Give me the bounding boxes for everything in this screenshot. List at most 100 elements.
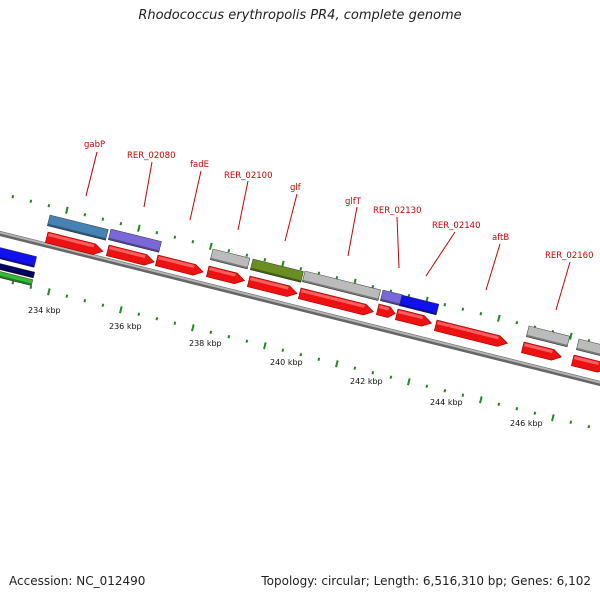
cds-arrow — [520, 341, 563, 361]
arrow-shine — [437, 321, 499, 340]
gene-label-rer-02130: RER_02130 — [373, 206, 421, 216]
minor-tick — [353, 366, 357, 370]
gene-block-rer02140 — [399, 294, 440, 316]
bar-shadow — [526, 334, 568, 347]
gene-block-edge — [576, 338, 600, 358]
minor-tick — [137, 312, 141, 316]
gene-label-fade: fadE — [190, 160, 209, 170]
minor-tick — [119, 222, 123, 226]
scale-label-layer: 234 kbp 236 kbp 238 kbp 240 kbp 242 kbp 244 k… — [28, 306, 543, 428]
arrow-shine — [158, 256, 195, 269]
minor-tick — [11, 281, 15, 285]
leader-line — [347, 206, 358, 257]
gene-label-gabp: gabP — [84, 140, 105, 150]
minor-tick — [461, 307, 465, 311]
minor-tick — [281, 348, 285, 352]
minor-tick — [11, 195, 15, 199]
minor-tick — [263, 258, 267, 262]
gene-label-rer-02160: RER_02160 — [545, 251, 593, 261]
minor-tick — [515, 321, 519, 325]
feature-track — [0, 214, 600, 373]
major-tick — [479, 396, 483, 404]
minor-tick — [245, 253, 249, 257]
bar-shape — [250, 258, 304, 283]
gene-label-rer-02140: RER_02140 — [432, 221, 480, 231]
leader-line — [237, 180, 249, 231]
minor-tick — [47, 204, 51, 208]
cds-arrow — [44, 231, 104, 255]
leader-line — [143, 161, 153, 208]
arrow-shape — [375, 303, 396, 318]
bar-shape — [0, 269, 34, 286]
minor-tick — [191, 240, 195, 244]
scale-label: 234 kbp — [28, 306, 61, 315]
major-tick — [119, 306, 123, 314]
bar-shadow — [0, 265, 34, 279]
backbone-track — [0, 230, 600, 387]
minor-tick — [155, 317, 159, 321]
gene-block-edge — [0, 269, 34, 286]
minor-tick — [245, 339, 249, 343]
minor-tick — [65, 294, 69, 298]
leader-line — [485, 243, 501, 291]
gene-block-gabP — [47, 214, 109, 241]
gene-label-rer-02100: RER_02100 — [224, 171, 272, 181]
major-tick — [263, 342, 267, 350]
gene-label-rer-02080: RER_02080 — [127, 151, 175, 161]
leader-line — [284, 193, 298, 242]
major-tick — [407, 378, 411, 386]
major-tick — [47, 288, 51, 296]
minor-tick — [533, 411, 537, 415]
gene-block-glfT — [302, 270, 381, 301]
gene-label-glf: glf — [290, 183, 302, 193]
bar-shadow — [0, 254, 35, 268]
major-tick — [65, 206, 69, 214]
bar-shadow — [380, 298, 401, 306]
accession-text: Accession: NC_012490 — [9, 574, 146, 588]
scale-label: 240 kbp — [270, 358, 303, 367]
arrow-shine — [379, 305, 390, 311]
minor-tick — [299, 267, 303, 271]
major-tick — [569, 332, 573, 340]
bar-shape — [0, 245, 37, 268]
bar-shadow — [108, 237, 160, 253]
minor-tick — [497, 402, 501, 406]
bar-shadow — [399, 303, 437, 315]
minor-tick — [515, 407, 519, 411]
major-tick — [551, 414, 555, 422]
gene-block-rer02160 — [526, 325, 571, 348]
cds-arrow — [570, 354, 600, 373]
arrow-shine — [109, 246, 146, 259]
leader-line — [85, 151, 98, 197]
gene-block-rer02080 — [108, 228, 162, 253]
minor-tick — [83, 213, 87, 217]
gene-block-edge — [0, 245, 37, 268]
minor-tick — [227, 249, 231, 253]
scale-label: 238 kbp — [189, 339, 222, 348]
minor-tick — [83, 299, 87, 303]
gene-label-aftb: aftB — [492, 233, 509, 243]
minor-tick — [173, 321, 177, 325]
major-tick — [209, 242, 213, 250]
bar-shape — [108, 228, 162, 253]
minor-tick — [371, 371, 375, 375]
bar-shape — [526, 325, 571, 348]
major-tick — [137, 224, 141, 232]
arrow-shine — [48, 233, 95, 248]
arrow-shine — [250, 277, 289, 290]
minor-tick — [299, 353, 303, 357]
bar-shadow — [302, 279, 379, 301]
cds-arrow — [154, 254, 204, 276]
cds-arrow — [105, 244, 155, 266]
bar-shape — [302, 270, 381, 301]
cds-arrow — [375, 303, 396, 318]
gene-label-glft: glfT — [345, 197, 362, 207]
minor-tick — [389, 375, 393, 379]
gene-block-edge — [0, 261, 36, 279]
arrow-shine — [209, 267, 236, 277]
minor-tick — [461, 393, 465, 397]
minor-tick — [227, 335, 231, 339]
minor-tick — [317, 357, 321, 361]
scale-label: 242 kbp — [350, 377, 383, 386]
